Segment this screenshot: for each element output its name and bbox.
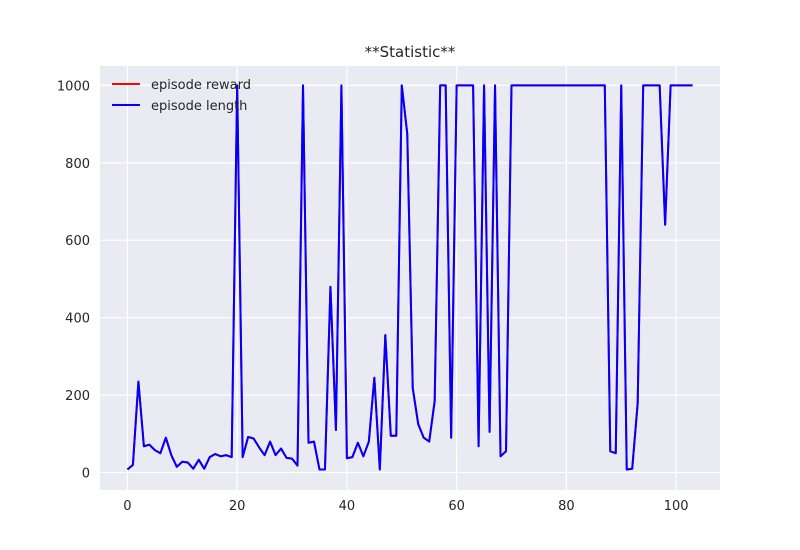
series-line-episode-length	[126, 84, 693, 471]
x-axis-ticks: 0 20 40 60 80 100	[123, 499, 688, 514]
x-tick-label: 20	[229, 499, 246, 514]
y-tick-label: 800	[65, 157, 90, 172]
y-tick-label: 200	[65, 389, 90, 404]
x-tick-label: 40	[339, 499, 356, 514]
series-layer	[126, 84, 693, 471]
legend-label: episode length	[151, 99, 247, 114]
chart-title: **Statistic**	[365, 43, 456, 61]
y-tick-label: 1000	[57, 79, 90, 94]
y-tick-label: 400	[65, 312, 90, 327]
x-tick-label: 60	[448, 499, 465, 514]
x-tick-label: 0	[123, 499, 131, 514]
legend: episode reward episode length	[112, 78, 251, 114]
y-tick-label: 0	[82, 467, 90, 482]
y-tick-label: 600	[65, 234, 90, 249]
x-tick-label: 80	[558, 499, 575, 514]
x-tick-label: 100	[664, 499, 689, 514]
y-axis-ticks: 0 200 400 600 800 1000	[57, 79, 90, 481]
legend-label: episode reward	[151, 78, 251, 93]
